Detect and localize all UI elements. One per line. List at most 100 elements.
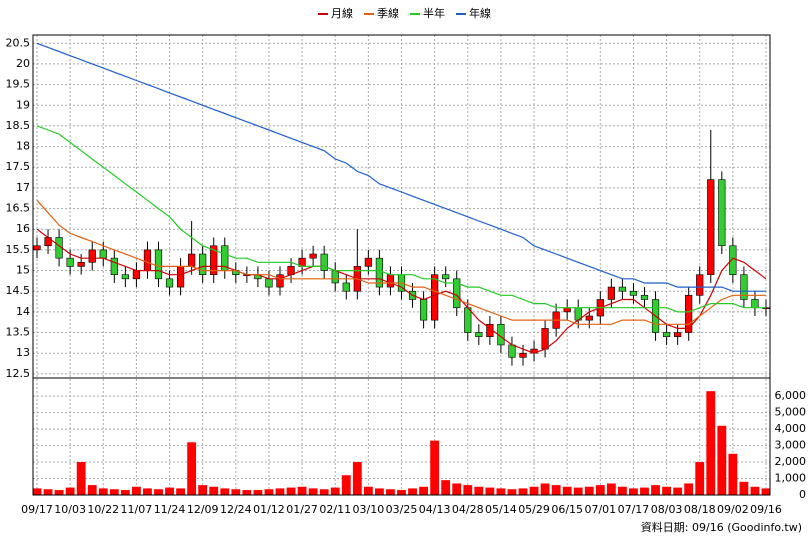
y2-tick-label: 2,000 (775, 455, 807, 468)
volume-bar (695, 462, 705, 495)
candle-body (640, 295, 649, 300)
candle-body (585, 315, 593, 321)
candle-body (188, 253, 196, 267)
y-tick-label: 17 (16, 181, 30, 194)
candle-body (607, 286, 615, 300)
volume-bar (297, 486, 307, 495)
plot-frame (32, 34, 771, 496)
y-tick-label: 17.5 (6, 160, 31, 173)
candle-body (464, 307, 472, 333)
volume-bar (198, 485, 208, 495)
candle-body (541, 328, 549, 350)
y-tick-label: 13 (16, 346, 30, 359)
candle-body (342, 282, 350, 292)
candle-body (386, 274, 395, 288)
candle-body (453, 278, 461, 309)
candle-body (696, 274, 704, 296)
volume-bar (120, 490, 130, 495)
legend-label: 年線 (469, 6, 491, 20)
candle-body (309, 253, 317, 259)
x-tick-label: 05/14 (485, 503, 517, 516)
x-tick-label: 11/07 (121, 503, 153, 516)
volume-bar (640, 487, 649, 495)
volume-bar (386, 489, 395, 495)
candle-body (674, 332, 682, 337)
y-tick-label: 16.5 (6, 202, 31, 215)
volume-bar (176, 488, 186, 495)
volume-bar (408, 488, 417, 495)
candle-body (375, 257, 384, 288)
y2-tick-label: 4,000 (775, 422, 807, 435)
candle-body (210, 245, 218, 275)
volume-bar (253, 490, 263, 495)
ma-line (36, 125, 766, 313)
volume-bar (474, 486, 484, 495)
candle-body (662, 332, 671, 337)
candle-body (320, 253, 328, 271)
volume-bar (341, 475, 351, 495)
volume-bar (717, 425, 727, 495)
ma-line (36, 42, 766, 292)
candle-body (66, 257, 74, 267)
candle-body (618, 286, 627, 292)
volume-bar (209, 486, 219, 495)
y2-tick-label: 5,000 (775, 406, 807, 419)
y2-tick-label: 0 (799, 488, 806, 501)
y-tick-label: 13.5 (6, 326, 31, 339)
volume-bar (187, 442, 197, 495)
candle-body (143, 249, 152, 271)
candle-body (740, 274, 748, 300)
volume-bar (65, 487, 75, 495)
x-tick-label: 11/24 (154, 503, 186, 516)
volume-bar (463, 485, 473, 495)
candle-body (132, 270, 141, 280)
candle-body (110, 257, 118, 275)
y-tick-label: 19 (16, 98, 30, 111)
volume-bar (76, 462, 86, 495)
x-tick-label: 03/10 (353, 503, 385, 516)
volume-bar (496, 488, 506, 495)
volume-bar (319, 489, 329, 495)
volume-bar (651, 485, 660, 495)
x-tick-label: 09/16 (750, 503, 782, 516)
volume-bar (673, 487, 683, 495)
x-tick-label: 07/01 (584, 503, 616, 516)
volume-bar (220, 488, 230, 495)
volume-bar (308, 488, 318, 495)
candle-body (563, 307, 571, 313)
x-tick-label: 02/11 (319, 503, 351, 516)
y-tick-label: 15 (16, 264, 30, 277)
legend-label: 月線 (331, 6, 353, 20)
x-tick-label: 10/03 (54, 503, 86, 516)
y-tick-label: 18 (16, 140, 30, 153)
volume-bar (529, 486, 539, 495)
volume-bar (507, 489, 517, 495)
candle-body (33, 245, 41, 251)
volume-bar (739, 481, 749, 495)
volume-bar (131, 486, 141, 495)
candle-body (176, 266, 185, 288)
volume-bar (584, 486, 594, 495)
candle-body (431, 274, 439, 321)
candle-body (364, 257, 372, 267)
volume-bar (761, 488, 771, 495)
candle-body (685, 295, 693, 333)
y-tick-label: 20 (16, 57, 30, 70)
y-tick-label: 18.5 (6, 119, 31, 132)
y-tick-label: 20.5 (6, 36, 31, 49)
candle-body (629, 290, 638, 296)
volume-bar (54, 490, 64, 495)
volume-bar (540, 483, 550, 495)
volume-bar (98, 488, 108, 495)
y2-tick-label: 6,000 (775, 389, 807, 402)
y2-tick-label: 1,000 (775, 472, 807, 485)
volume-bar (595, 485, 605, 495)
volume-bar (87, 485, 97, 495)
x-tick-label: 05/29 (518, 503, 550, 516)
candle-body (276, 274, 284, 288)
volume-bar (573, 487, 583, 495)
candle-body (519, 352, 527, 358)
x-tick-label: 08/18 (684, 503, 716, 516)
